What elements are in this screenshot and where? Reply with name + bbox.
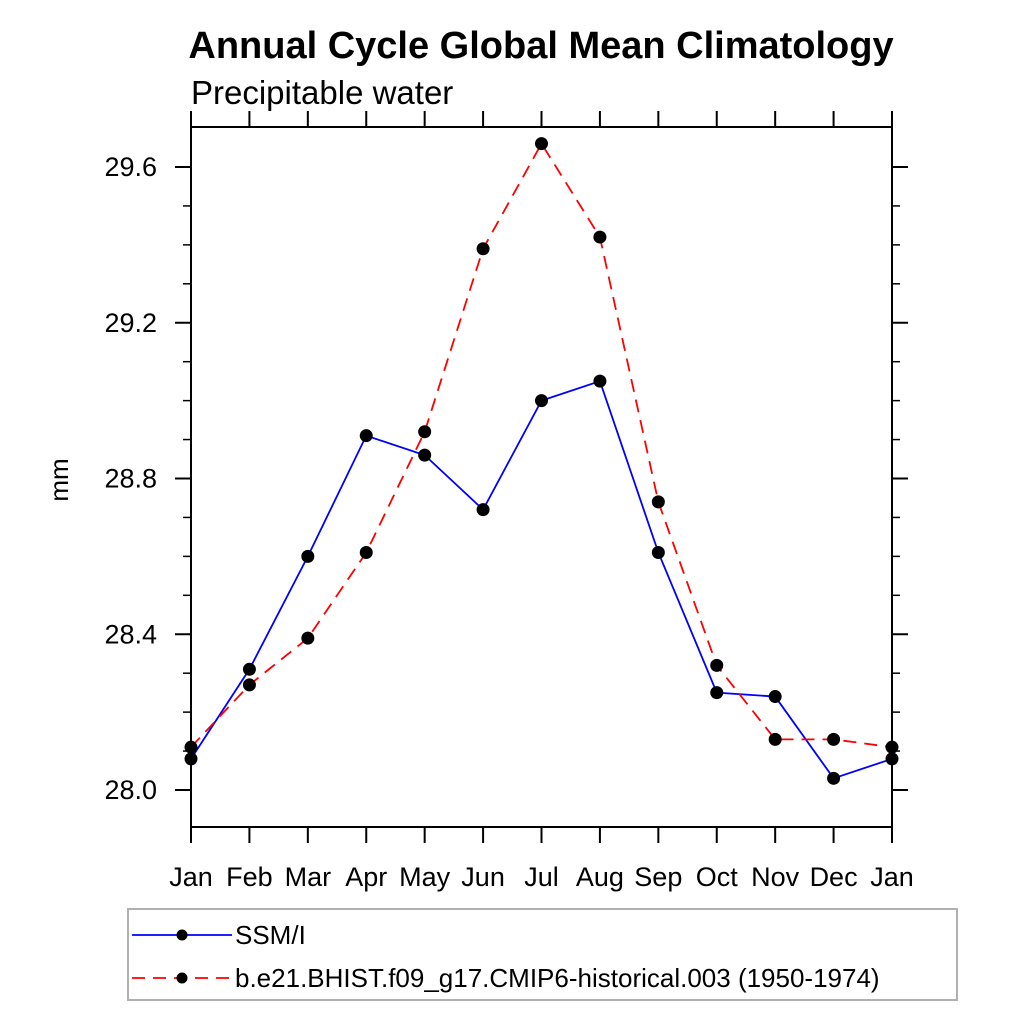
x-tick-label: Sep (634, 862, 682, 892)
x-tick-label: Jun (461, 862, 505, 892)
x-tick-label: Mar (285, 862, 332, 892)
legend-label-ssmi: SSM/I (235, 920, 306, 950)
y-tick-label: 29.2 (104, 308, 157, 338)
x-tick-label: Apr (345, 862, 387, 892)
x-tick-label: Aug (576, 862, 624, 892)
x-tick-label: Dec (810, 862, 858, 892)
data-point-marker (768, 690, 782, 704)
legend: SSM/I b.e21.BHIST.f09_g17.CMIP6-historic… (127, 908, 958, 1001)
y-tick-label: 28.4 (104, 619, 157, 649)
x-tick-label: May (399, 862, 451, 892)
data-point-marker (593, 374, 607, 388)
data-point-marker (301, 631, 315, 645)
data-point-marker (359, 545, 373, 559)
data-point-marker (301, 549, 315, 563)
data-point-marker (651, 545, 665, 559)
legend-sample-marker-1 (176, 972, 188, 984)
data-point-marker (535, 394, 548, 408)
data-point-marker (242, 678, 256, 692)
data-point-marker (242, 662, 256, 676)
data-point-marker (827, 732, 841, 746)
data-point-marker (885, 752, 899, 766)
axes: Jan Feb Mar Apr May Jun Jul Aug Sep Oct Nov Dec Jan 2… (104, 111, 914, 892)
plot-frame (190, 126, 893, 828)
data-point-marker (827, 771, 841, 785)
y-axis-label: mm (44, 458, 74, 501)
legend-sample-marker-0 (176, 929, 188, 941)
data-point-marker (476, 242, 490, 256)
data-point-marker (651, 495, 665, 509)
y-tick-label: 28.0 (104, 775, 157, 805)
x-tick-label: Feb (226, 862, 273, 892)
data-point-marker (710, 658, 724, 672)
y-tick-label: 29.6 (104, 152, 157, 182)
data-point-marker (184, 752, 198, 766)
data-point-marker (710, 686, 724, 700)
x-tick-label: Jan (169, 862, 213, 892)
y-tick-label: 28.8 (104, 464, 157, 494)
x-tick-label: Oct (696, 862, 739, 892)
x-tick-label: Jul (524, 862, 559, 892)
data-point-marker (768, 732, 782, 746)
data-point-marker (476, 503, 490, 517)
data-point-marker (359, 429, 373, 443)
legend-samples (132, 929, 232, 984)
legend-label-model: b.e21.BHIST.f09_g17.CMIP6-historical.003… (235, 963, 880, 993)
data-point-marker (184, 740, 198, 754)
data-point-marker (885, 740, 899, 754)
chart-subtitle: Precipitable water (191, 74, 453, 111)
series-line-1 (190, 141, 893, 749)
x-tick-label: Nov (751, 862, 800, 892)
series-line-0 (190, 380, 893, 780)
legend-box (127, 908, 958, 1001)
data-point-marker (593, 230, 607, 244)
x-tick-label: Jan (870, 862, 914, 892)
chart-title: Annual Cycle Global Mean Climatology (188, 25, 893, 67)
plot-series (184, 137, 899, 785)
data-point-marker (418, 448, 432, 462)
data-point-marker (418, 425, 432, 439)
data-point-marker (535, 137, 548, 151)
